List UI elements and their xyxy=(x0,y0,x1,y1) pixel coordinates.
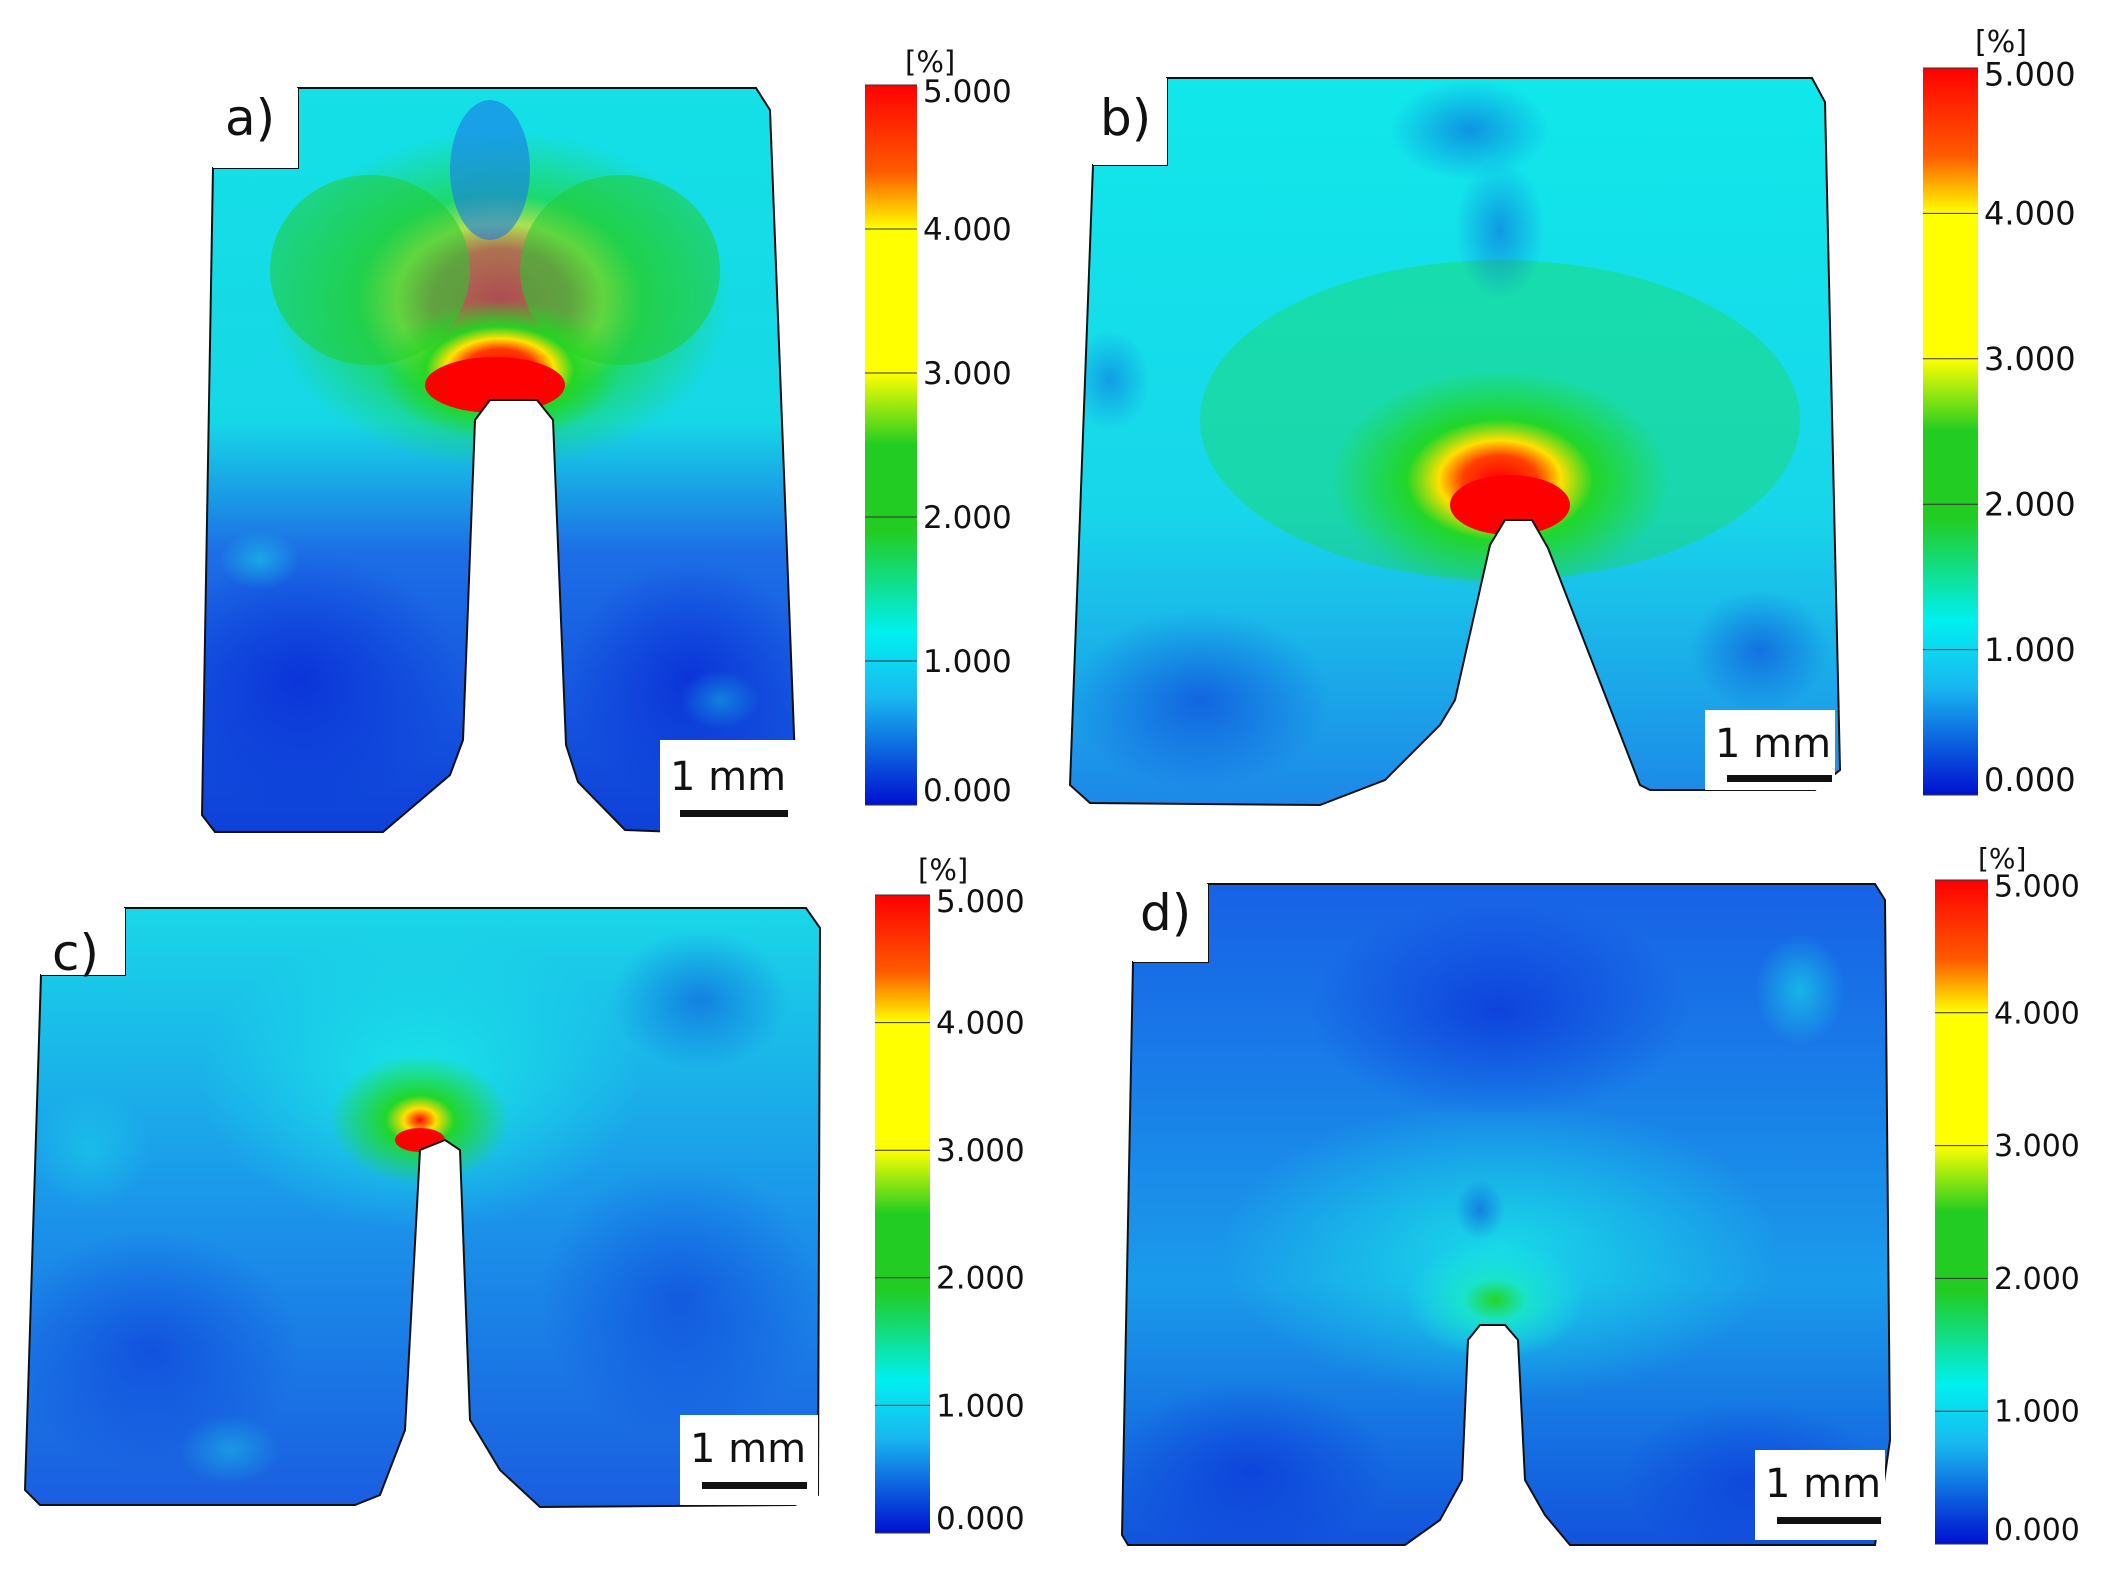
scale-bar-b xyxy=(1727,775,1832,782)
scale-box-d xyxy=(1755,1450,1885,1540)
colorbar-gradient xyxy=(1935,880,1988,1544)
scale-box-a xyxy=(660,740,800,835)
colorbar-tick-label: 2.000 xyxy=(1984,485,2076,523)
panel-c: c) 1 mm xyxy=(23,907,822,1509)
colorbar-tick-label: 1.000 xyxy=(936,1388,1025,1424)
colorbar-tick-label: 5.000 xyxy=(923,74,1012,110)
strain-map-a xyxy=(202,88,795,832)
scale-bar-a xyxy=(680,810,788,817)
colorbar-unit: [%] xyxy=(1978,842,2026,875)
colorbar-tick-label: 2.000 xyxy=(923,500,1012,536)
colorbar-unit: [%] xyxy=(1975,25,2027,60)
panel-label-box-d xyxy=(1133,884,1208,962)
scale-bar-label-c: 1 mm xyxy=(690,1426,806,1472)
colorbar-tick-label: 4.000 xyxy=(1984,195,2076,233)
scale-bar-d xyxy=(1777,1517,1881,1524)
notch-outline-d xyxy=(1120,883,1892,1546)
colorbar-tick-label: 5.000 xyxy=(936,884,1025,920)
colorbar-tick-label: 2.000 xyxy=(1994,1262,2080,1297)
colorbar-tick-label: 4.000 xyxy=(936,1005,1025,1041)
panel-label-b: b) xyxy=(1100,89,1151,147)
scale-bar-label-a: 1 mm xyxy=(670,754,786,800)
colorbar-b: [%]5.000 4.000 3.000 2.000 1.000 0.000 xyxy=(1923,25,2076,799)
colorbar-tick-label: 3.000 xyxy=(936,1133,1025,1169)
panel-a: a) 1 mm xyxy=(200,87,800,835)
panel-label-box-a xyxy=(213,88,298,168)
notch-outline-c xyxy=(23,907,822,1509)
colorbar-gradient xyxy=(1923,68,1978,795)
colorbar-tick-label: 0.000 xyxy=(1994,1513,2080,1548)
panel-b: b) 1 mm xyxy=(1068,77,1842,807)
panel-d: d) 1 mm xyxy=(1120,883,1892,1546)
colorbar-d: [%]5.000 4.000 3.000 2.000 1.000 0.000 xyxy=(1935,842,2080,1548)
colorbar-gradient xyxy=(875,895,930,1533)
colorbar-tick-label: 0.000 xyxy=(1984,761,2076,799)
colorbar-tick-label: 1.000 xyxy=(923,644,1012,680)
strain-map-b xyxy=(1070,78,1840,805)
colorbar-tick-label: 5.000 xyxy=(1994,870,2080,905)
scale-bar-label-d: 1 mm xyxy=(1765,1461,1881,1507)
colorbar-tick-label: 3.000 xyxy=(1984,340,2076,378)
panel-label-a: a) xyxy=(225,89,275,147)
colorbar-gradient xyxy=(865,85,917,805)
colorbar-tick-label: 4.000 xyxy=(1994,996,2080,1031)
colorbar-unit: [%] xyxy=(918,853,968,887)
colorbar-tick-label: 3.000 xyxy=(923,356,1012,392)
colorbar-tick-label: 1.000 xyxy=(1984,631,2076,669)
scale-bar-c xyxy=(702,1482,807,1489)
colorbar-unit: [%] xyxy=(905,45,955,79)
colorbar-tick-label: 1.000 xyxy=(1994,1395,2080,1430)
panel-label-box-b xyxy=(1093,78,1167,165)
scale-box-c xyxy=(680,1415,818,1505)
colorbar-tick-label: 3.000 xyxy=(1994,1129,2080,1164)
colorbar-tick-label: 2.000 xyxy=(936,1261,1025,1297)
panel-label-c: c) xyxy=(52,924,99,982)
colorbar-tick-label: 0.000 xyxy=(923,773,1012,809)
colorbar-c: [%]5.000 4.000 3.000 2.000 1.000 0.000 xyxy=(875,853,1025,1537)
colorbar-tick-label: 0.000 xyxy=(936,1501,1025,1537)
colorbars: [%]5.0004.0003.0002.0001.0000.000[%]5.00… xyxy=(865,25,2080,1548)
notch-outline-a xyxy=(200,87,797,834)
panel-label-d: d) xyxy=(1140,884,1191,942)
scale-bar-label-b: 1 mm xyxy=(1715,721,1831,767)
colorbar-tick-label: 5.000 xyxy=(1984,56,2076,94)
colorbar-a: [%]5.000 4.000 3.000 2.000 1.000 0.000 xyxy=(865,45,1012,809)
notch-outline-b xyxy=(1068,77,1842,807)
colorbar-tick-label: 4.000 xyxy=(923,212,1012,248)
panel-label-box-c xyxy=(41,908,125,975)
